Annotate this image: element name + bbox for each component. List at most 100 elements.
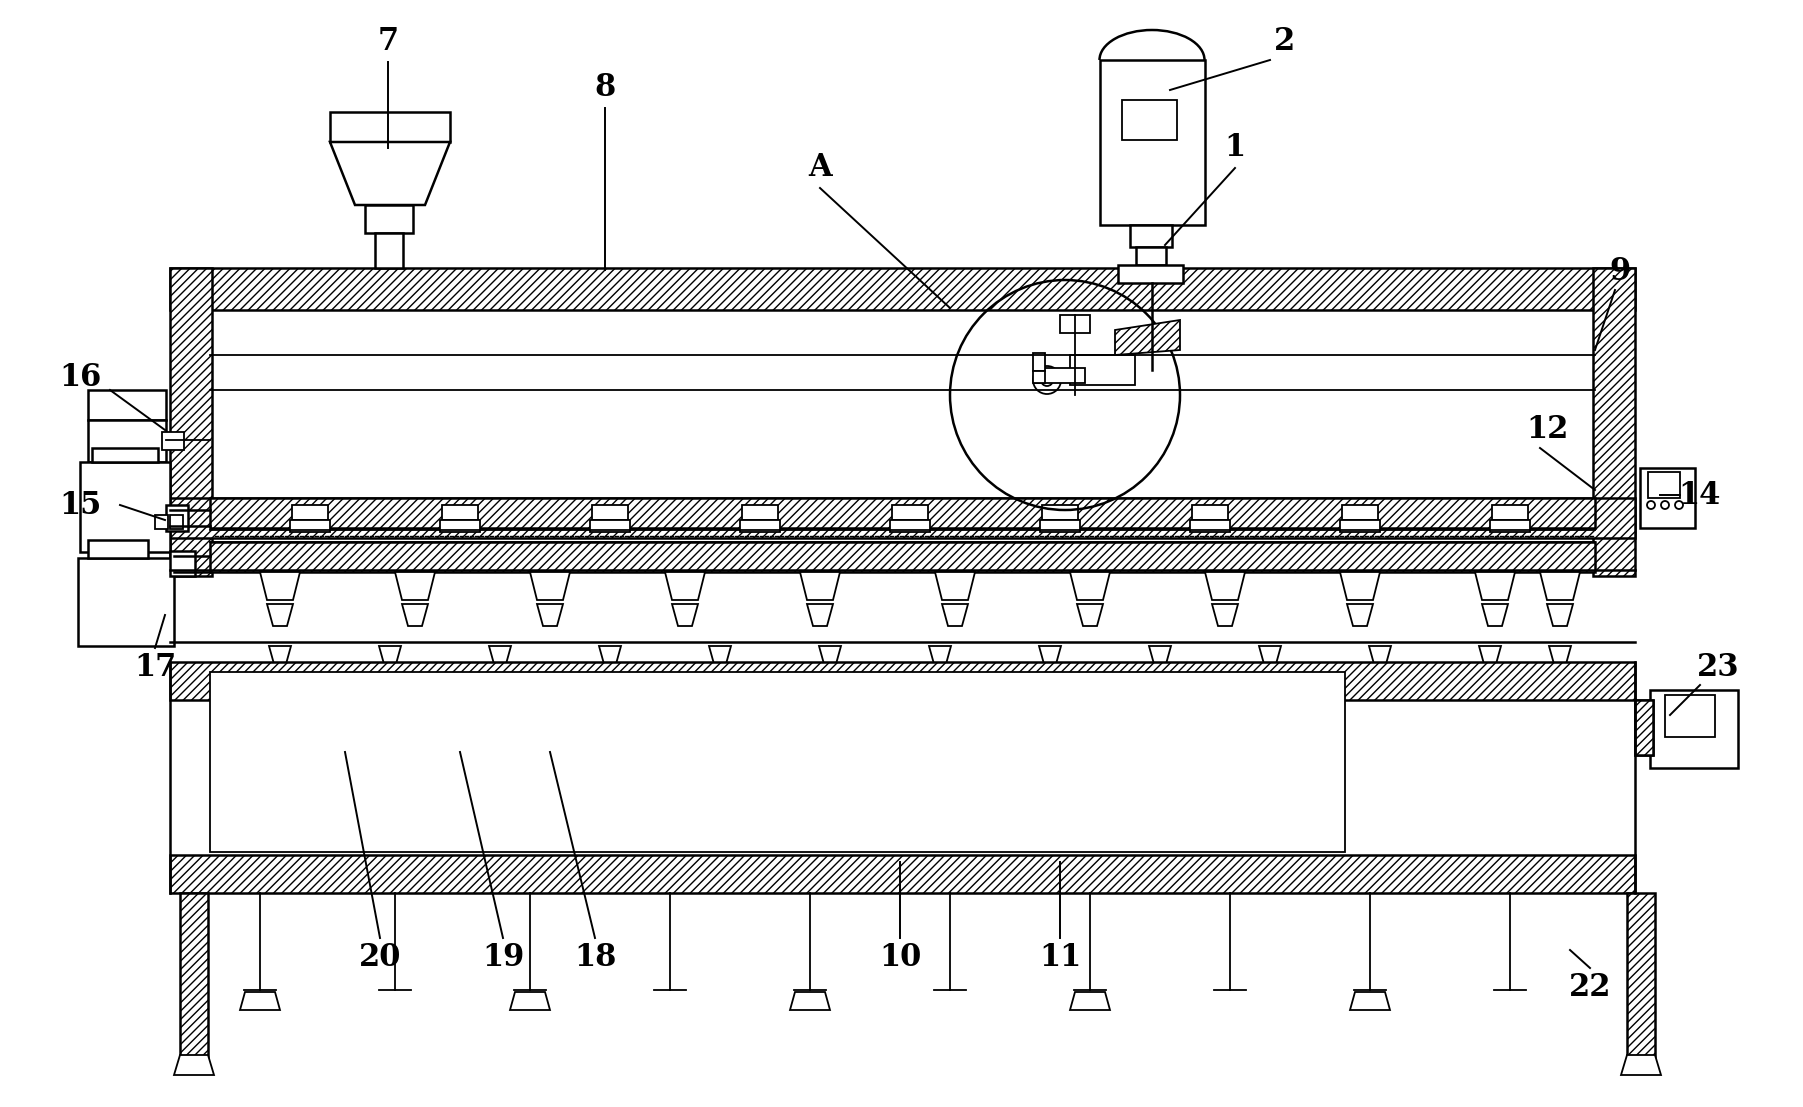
Text: 8: 8 xyxy=(595,72,615,103)
Polygon shape xyxy=(330,142,451,205)
Text: 1: 1 xyxy=(1224,133,1246,164)
Bar xyxy=(1033,353,1046,371)
Bar xyxy=(209,542,1596,572)
Text: 15: 15 xyxy=(59,489,101,520)
Bar xyxy=(892,505,929,520)
Text: 11: 11 xyxy=(1039,942,1082,973)
Bar xyxy=(92,448,159,462)
Bar xyxy=(292,505,328,520)
Bar xyxy=(1069,355,1136,385)
Bar xyxy=(1650,690,1738,768)
Bar xyxy=(169,515,182,529)
Polygon shape xyxy=(1039,646,1060,664)
Polygon shape xyxy=(1069,992,1111,1010)
Polygon shape xyxy=(489,646,510,664)
Text: 23: 23 xyxy=(1697,652,1740,683)
Bar xyxy=(1341,505,1377,520)
Bar xyxy=(590,520,629,532)
Polygon shape xyxy=(402,604,427,625)
Text: 20: 20 xyxy=(359,942,402,973)
Bar xyxy=(180,893,207,1058)
Circle shape xyxy=(1661,501,1670,509)
Polygon shape xyxy=(819,646,840,664)
Bar xyxy=(1121,100,1177,139)
Polygon shape xyxy=(936,572,975,600)
Polygon shape xyxy=(1540,572,1579,600)
Polygon shape xyxy=(1076,604,1103,625)
Text: 16: 16 xyxy=(59,362,101,393)
Bar xyxy=(1118,265,1183,283)
Bar xyxy=(591,505,627,520)
Bar xyxy=(375,232,404,268)
Text: 9: 9 xyxy=(1610,257,1630,288)
Polygon shape xyxy=(673,604,698,625)
Bar xyxy=(1042,505,1078,520)
Polygon shape xyxy=(1478,646,1502,664)
Polygon shape xyxy=(801,572,840,600)
Bar xyxy=(1635,700,1653,755)
Polygon shape xyxy=(1547,604,1572,625)
Polygon shape xyxy=(790,992,829,1010)
Polygon shape xyxy=(1350,992,1390,1010)
Bar xyxy=(1635,700,1653,755)
Polygon shape xyxy=(379,646,400,664)
Bar xyxy=(1340,520,1379,532)
Polygon shape xyxy=(1475,572,1515,600)
Polygon shape xyxy=(808,604,833,625)
Bar xyxy=(1493,505,1527,520)
Text: 17: 17 xyxy=(133,652,177,683)
Polygon shape xyxy=(260,572,299,600)
Bar xyxy=(162,432,184,451)
Bar xyxy=(364,205,413,232)
Bar xyxy=(330,112,451,142)
Bar xyxy=(1033,371,1046,383)
Polygon shape xyxy=(1114,320,1179,355)
Bar xyxy=(1040,520,1080,532)
Bar xyxy=(1664,695,1715,737)
Text: 12: 12 xyxy=(1527,414,1569,445)
Bar xyxy=(169,662,1635,700)
Text: A: A xyxy=(808,153,831,184)
Bar xyxy=(169,551,195,576)
Bar xyxy=(88,390,166,420)
Polygon shape xyxy=(929,646,950,664)
Polygon shape xyxy=(1347,604,1374,625)
Polygon shape xyxy=(709,646,730,664)
Bar xyxy=(169,855,1635,893)
Bar xyxy=(169,268,1635,310)
Bar xyxy=(169,268,213,576)
Text: 18: 18 xyxy=(573,942,617,973)
Bar xyxy=(1100,60,1204,225)
Bar xyxy=(1648,472,1680,498)
Polygon shape xyxy=(1149,646,1170,664)
Bar xyxy=(1136,247,1167,265)
Polygon shape xyxy=(1340,572,1379,600)
Bar xyxy=(79,462,169,552)
Bar xyxy=(1641,468,1695,528)
Text: 19: 19 xyxy=(481,942,525,973)
Bar xyxy=(290,520,330,532)
Polygon shape xyxy=(240,992,279,1010)
Polygon shape xyxy=(395,572,435,600)
Bar xyxy=(155,515,168,529)
Bar xyxy=(1594,268,1635,576)
Polygon shape xyxy=(941,604,968,625)
Text: 10: 10 xyxy=(878,942,921,973)
Bar xyxy=(209,498,1596,528)
Circle shape xyxy=(1675,501,1682,509)
Polygon shape xyxy=(1549,646,1570,664)
Polygon shape xyxy=(1368,646,1390,664)
Bar xyxy=(440,520,480,532)
Bar xyxy=(88,420,166,462)
Polygon shape xyxy=(665,572,705,600)
Circle shape xyxy=(1040,374,1053,386)
Bar xyxy=(209,672,1345,852)
Bar xyxy=(1060,315,1091,333)
Polygon shape xyxy=(510,992,550,1010)
Polygon shape xyxy=(1621,1055,1661,1075)
Polygon shape xyxy=(537,604,563,625)
Polygon shape xyxy=(1069,572,1111,600)
Bar xyxy=(88,540,148,558)
Polygon shape xyxy=(530,572,570,600)
Bar xyxy=(891,520,930,532)
